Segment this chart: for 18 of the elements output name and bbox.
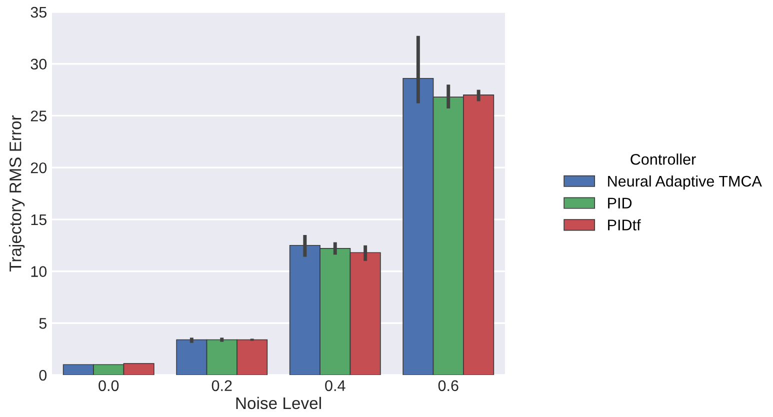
legend-label: Neural Adaptive TMCA (608, 175, 762, 190)
legend-label: PIDtf (608, 219, 641, 230)
y-tick-label: 5 (39, 318, 46, 329)
x-axis-title: Noise Level (236, 396, 321, 410)
y-tick-label: 20 (30, 162, 47, 174)
x-tick-label: 0.2 (212, 380, 232, 392)
x-tick-label: 0.4 (325, 380, 346, 392)
y-tick-label: 30 (30, 58, 47, 70)
legend-title: Controller (630, 154, 696, 165)
x-tick-label: 0.0 (98, 380, 119, 392)
y-tick-label: 10 (31, 266, 47, 277)
x-tick-label: 0.6 (438, 380, 458, 392)
y-tick-label: 15 (31, 214, 46, 226)
legend-label: PID (608, 198, 632, 208)
y-tick-label: 0 (39, 370, 47, 381)
y-tick-label: 25 (30, 110, 46, 122)
y-tick-label: 35 (30, 6, 46, 18)
y-axis-title: Trajectory RMS Error (9, 115, 25, 272)
